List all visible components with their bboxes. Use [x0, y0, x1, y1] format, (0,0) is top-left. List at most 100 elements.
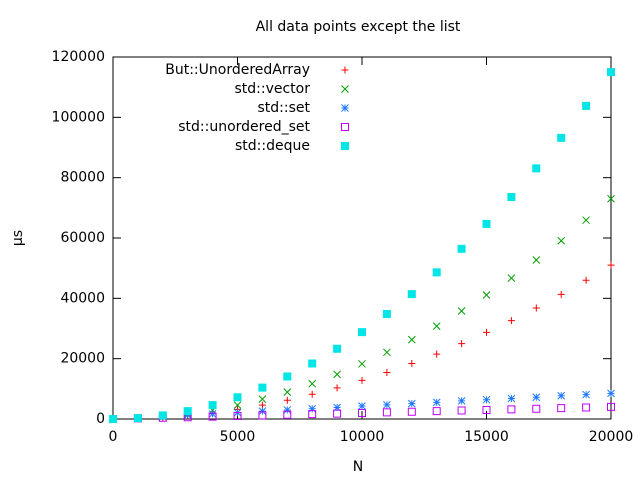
- data-point: [283, 396, 291, 404]
- data-point: [333, 403, 341, 412]
- data-point: [582, 403, 591, 412]
- data-point: [507, 192, 516, 201]
- legend-marker: [341, 104, 349, 112]
- data-point: [308, 359, 317, 368]
- data-point: [507, 405, 516, 414]
- data-point: [532, 164, 541, 173]
- chart-title: All data points except the list: [256, 19, 461, 35]
- data-point: [582, 216, 590, 225]
- data-point: [482, 405, 491, 414]
- data-point: [582, 276, 590, 284]
- data-point: [607, 261, 615, 269]
- data-point: [457, 406, 466, 415]
- data-point: [483, 328, 490, 336]
- data-point: [283, 410, 292, 419]
- legend-label: std::deque: [235, 138, 310, 154]
- legend-label: std::vector: [234, 81, 310, 97]
- data-point: [158, 411, 167, 420]
- legend-label: But::UnorderedArray: [165, 62, 310, 78]
- data-point: [358, 359, 366, 368]
- data-point: [308, 404, 317, 413]
- y-tick-label: 100000: [52, 109, 105, 125]
- data-point: [233, 411, 242, 420]
- legend-marker: [341, 142, 349, 150]
- data-point: [258, 411, 267, 420]
- data-point: [507, 274, 516, 282]
- data-point: [457, 307, 466, 315]
- data-point: [557, 236, 566, 245]
- data-point: [557, 133, 566, 142]
- data-point: [283, 372, 292, 381]
- data-point: [432, 268, 441, 277]
- x-tick-label: 20000: [589, 429, 634, 445]
- data-point: [233, 393, 242, 402]
- data-point: [333, 344, 342, 353]
- data-point: [383, 348, 391, 357]
- data-point: [283, 388, 292, 397]
- y-tick-label: 120000: [52, 49, 105, 65]
- data-point: [432, 322, 441, 330]
- data-point: [532, 393, 541, 402]
- data-point: [109, 415, 117, 423]
- data-point: [557, 290, 565, 298]
- data-point: [507, 317, 515, 325]
- data-point: [607, 402, 615, 411]
- data-point: [507, 394, 516, 403]
- legend-marker: [341, 66, 349, 74]
- data-point: [383, 369, 391, 377]
- data-point: [283, 406, 292, 414]
- data-point: [432, 407, 441, 416]
- legend-marker: [341, 85, 349, 93]
- data-point: [532, 304, 540, 312]
- data-point: [482, 219, 491, 228]
- data-point: [308, 410, 317, 419]
- x-tick-label: 15000: [464, 429, 509, 445]
- data-point: [433, 350, 441, 358]
- data-point: [183, 407, 192, 416]
- data-point: [358, 402, 366, 410]
- x-axis-label: N: [353, 459, 363, 475]
- data-point: [407, 399, 416, 408]
- data-point: [607, 389, 615, 398]
- x-tick-label: 5000: [220, 429, 256, 445]
- y-tick-label: 80000: [60, 170, 105, 186]
- data-point: [408, 359, 416, 367]
- data-point: [208, 412, 217, 421]
- data-point: [258, 407, 267, 416]
- data-point: [532, 404, 541, 413]
- legend-label: std::unordered_set: [178, 119, 310, 135]
- x-tick-label: 0: [109, 429, 118, 445]
- data-point: [382, 310, 391, 319]
- data-point: [333, 370, 341, 379]
- data-point: [258, 395, 267, 403]
- data-point: [482, 291, 491, 299]
- plot-frame: [112, 56, 612, 420]
- data-point: [333, 409, 342, 418]
- data-point: [358, 408, 366, 417]
- data-point: [133, 414, 142, 423]
- data-point: [308, 379, 317, 388]
- data-point: [308, 390, 316, 398]
- data-point: [432, 398, 441, 407]
- data-point: [383, 400, 391, 409]
- y-tick-label: 20000: [60, 351, 105, 367]
- data-point: [208, 410, 217, 418]
- data-point: [333, 384, 341, 392]
- data-point: [458, 340, 466, 348]
- y-tick-label: 60000: [60, 230, 105, 246]
- data-point: [607, 68, 615, 77]
- data-point: [457, 244, 466, 253]
- data-point: [482, 395, 491, 404]
- y-tick-label: 0: [96, 411, 105, 427]
- data-point: [557, 391, 566, 400]
- legend-marker: [341, 123, 349, 131]
- data-point: [382, 408, 391, 417]
- data-point: [258, 383, 267, 392]
- data-point: [582, 101, 591, 110]
- x-tick-label: 10000: [340, 429, 385, 445]
- data-point: [407, 407, 416, 416]
- data-point: [358, 376, 366, 384]
- data-point: [457, 397, 466, 405]
- data-point: [607, 194, 615, 203]
